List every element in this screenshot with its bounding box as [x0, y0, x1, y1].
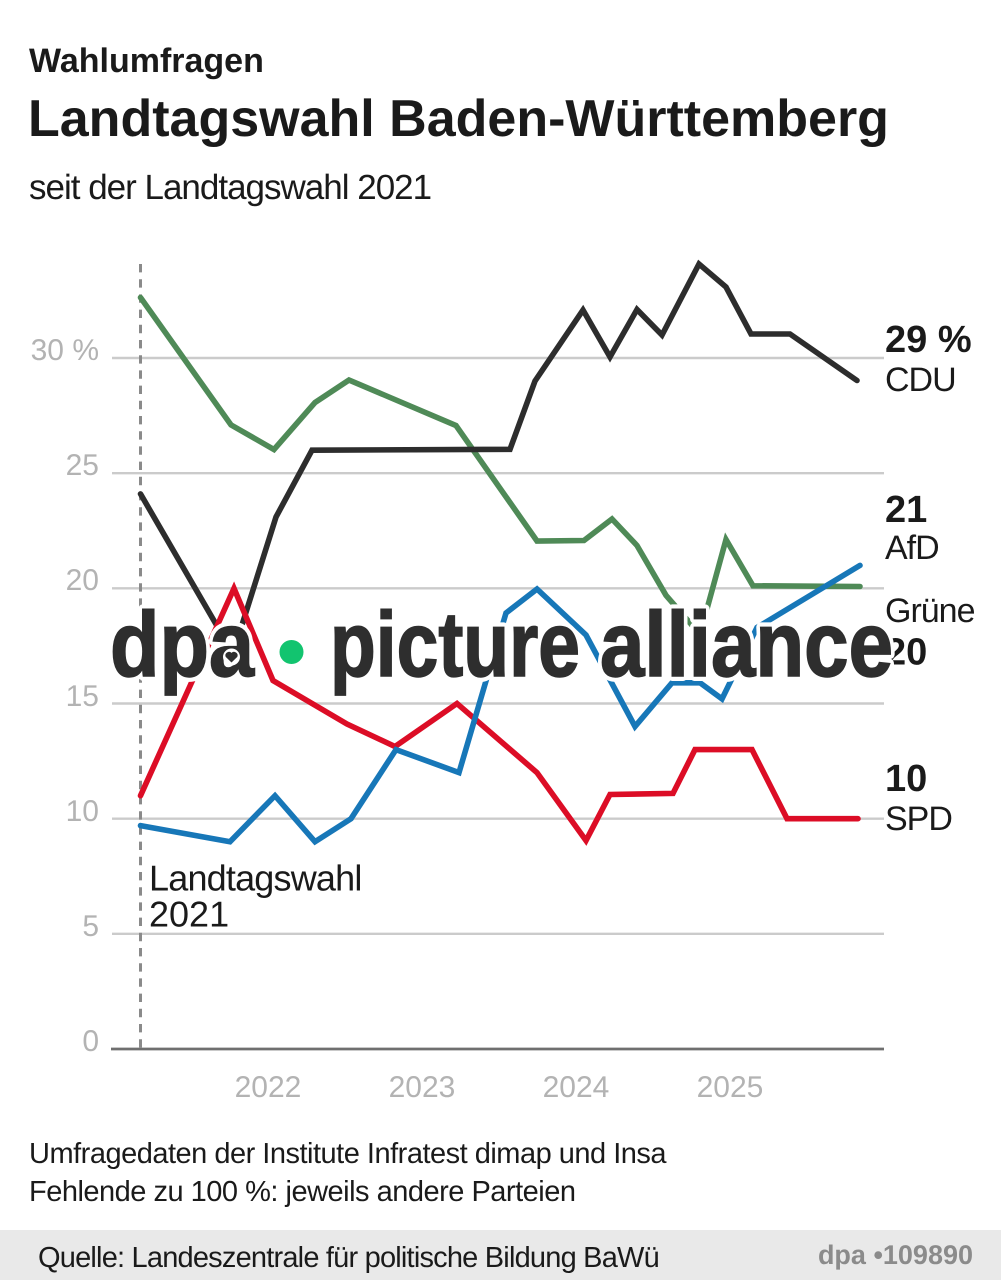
svg-text:Landtagswahl: Landtagswahl [149, 858, 362, 899]
svg-text:Quelle: Landeszentrale für pol: Quelle: Landeszentrale für politische Bi… [38, 1242, 659, 1274]
svg-text:5: 5 [82, 910, 99, 943]
svg-text:dpa •109890: dpa •109890 [818, 1240, 973, 1270]
svg-text:picture: picture [330, 594, 580, 696]
svg-text:SPD: SPD [885, 800, 952, 838]
svg-text:2022: 2022 [235, 1071, 302, 1104]
svg-text:15: 15 [66, 680, 99, 713]
svg-text:Wahlumfragen: Wahlumfragen [29, 42, 264, 80]
svg-text:21: 21 [885, 489, 927, 531]
svg-text:10: 10 [885, 758, 927, 800]
svg-text:dpa: dpa [110, 594, 255, 696]
svg-text:Fehlende zu 100 %: jeweils and: Fehlende zu 100 %: jeweils andere Partei… [29, 1176, 575, 1208]
svg-text:AfD: AfD [885, 529, 939, 567]
svg-text:Umfragedaten der Institute Inf: Umfragedaten der Institute Infratest dim… [29, 1138, 667, 1170]
svg-text:20: 20 [66, 564, 99, 597]
svg-text:2021: 2021 [149, 894, 229, 935]
svg-text:2025: 2025 [697, 1071, 764, 1104]
svg-text:alliance: alliance [600, 594, 893, 696]
svg-text:29 %: 29 % [885, 319, 972, 361]
svg-text:2024: 2024 [543, 1071, 610, 1104]
svg-text:seit der Landtagswahl 2021: seit der Landtagswahl 2021 [29, 168, 431, 207]
svg-text:picture: picture [330, 594, 580, 696]
svg-text:2023: 2023 [389, 1071, 456, 1104]
svg-text:dpa: dpa [110, 594, 255, 696]
svg-text:10: 10 [66, 795, 99, 828]
svg-text:30 %: 30 % [31, 334, 99, 367]
svg-text:25: 25 [66, 449, 99, 482]
svg-text:Landtagswahl Baden-Württemberg: Landtagswahl Baden-Württemberg [28, 90, 889, 148]
svg-text:CDU: CDU [885, 361, 956, 399]
svg-text:0: 0 [82, 1025, 99, 1058]
svg-text:Grüne: Grüne [885, 592, 975, 630]
svg-text:20: 20 [885, 632, 927, 674]
svg-text:alliance: alliance [600, 594, 893, 696]
